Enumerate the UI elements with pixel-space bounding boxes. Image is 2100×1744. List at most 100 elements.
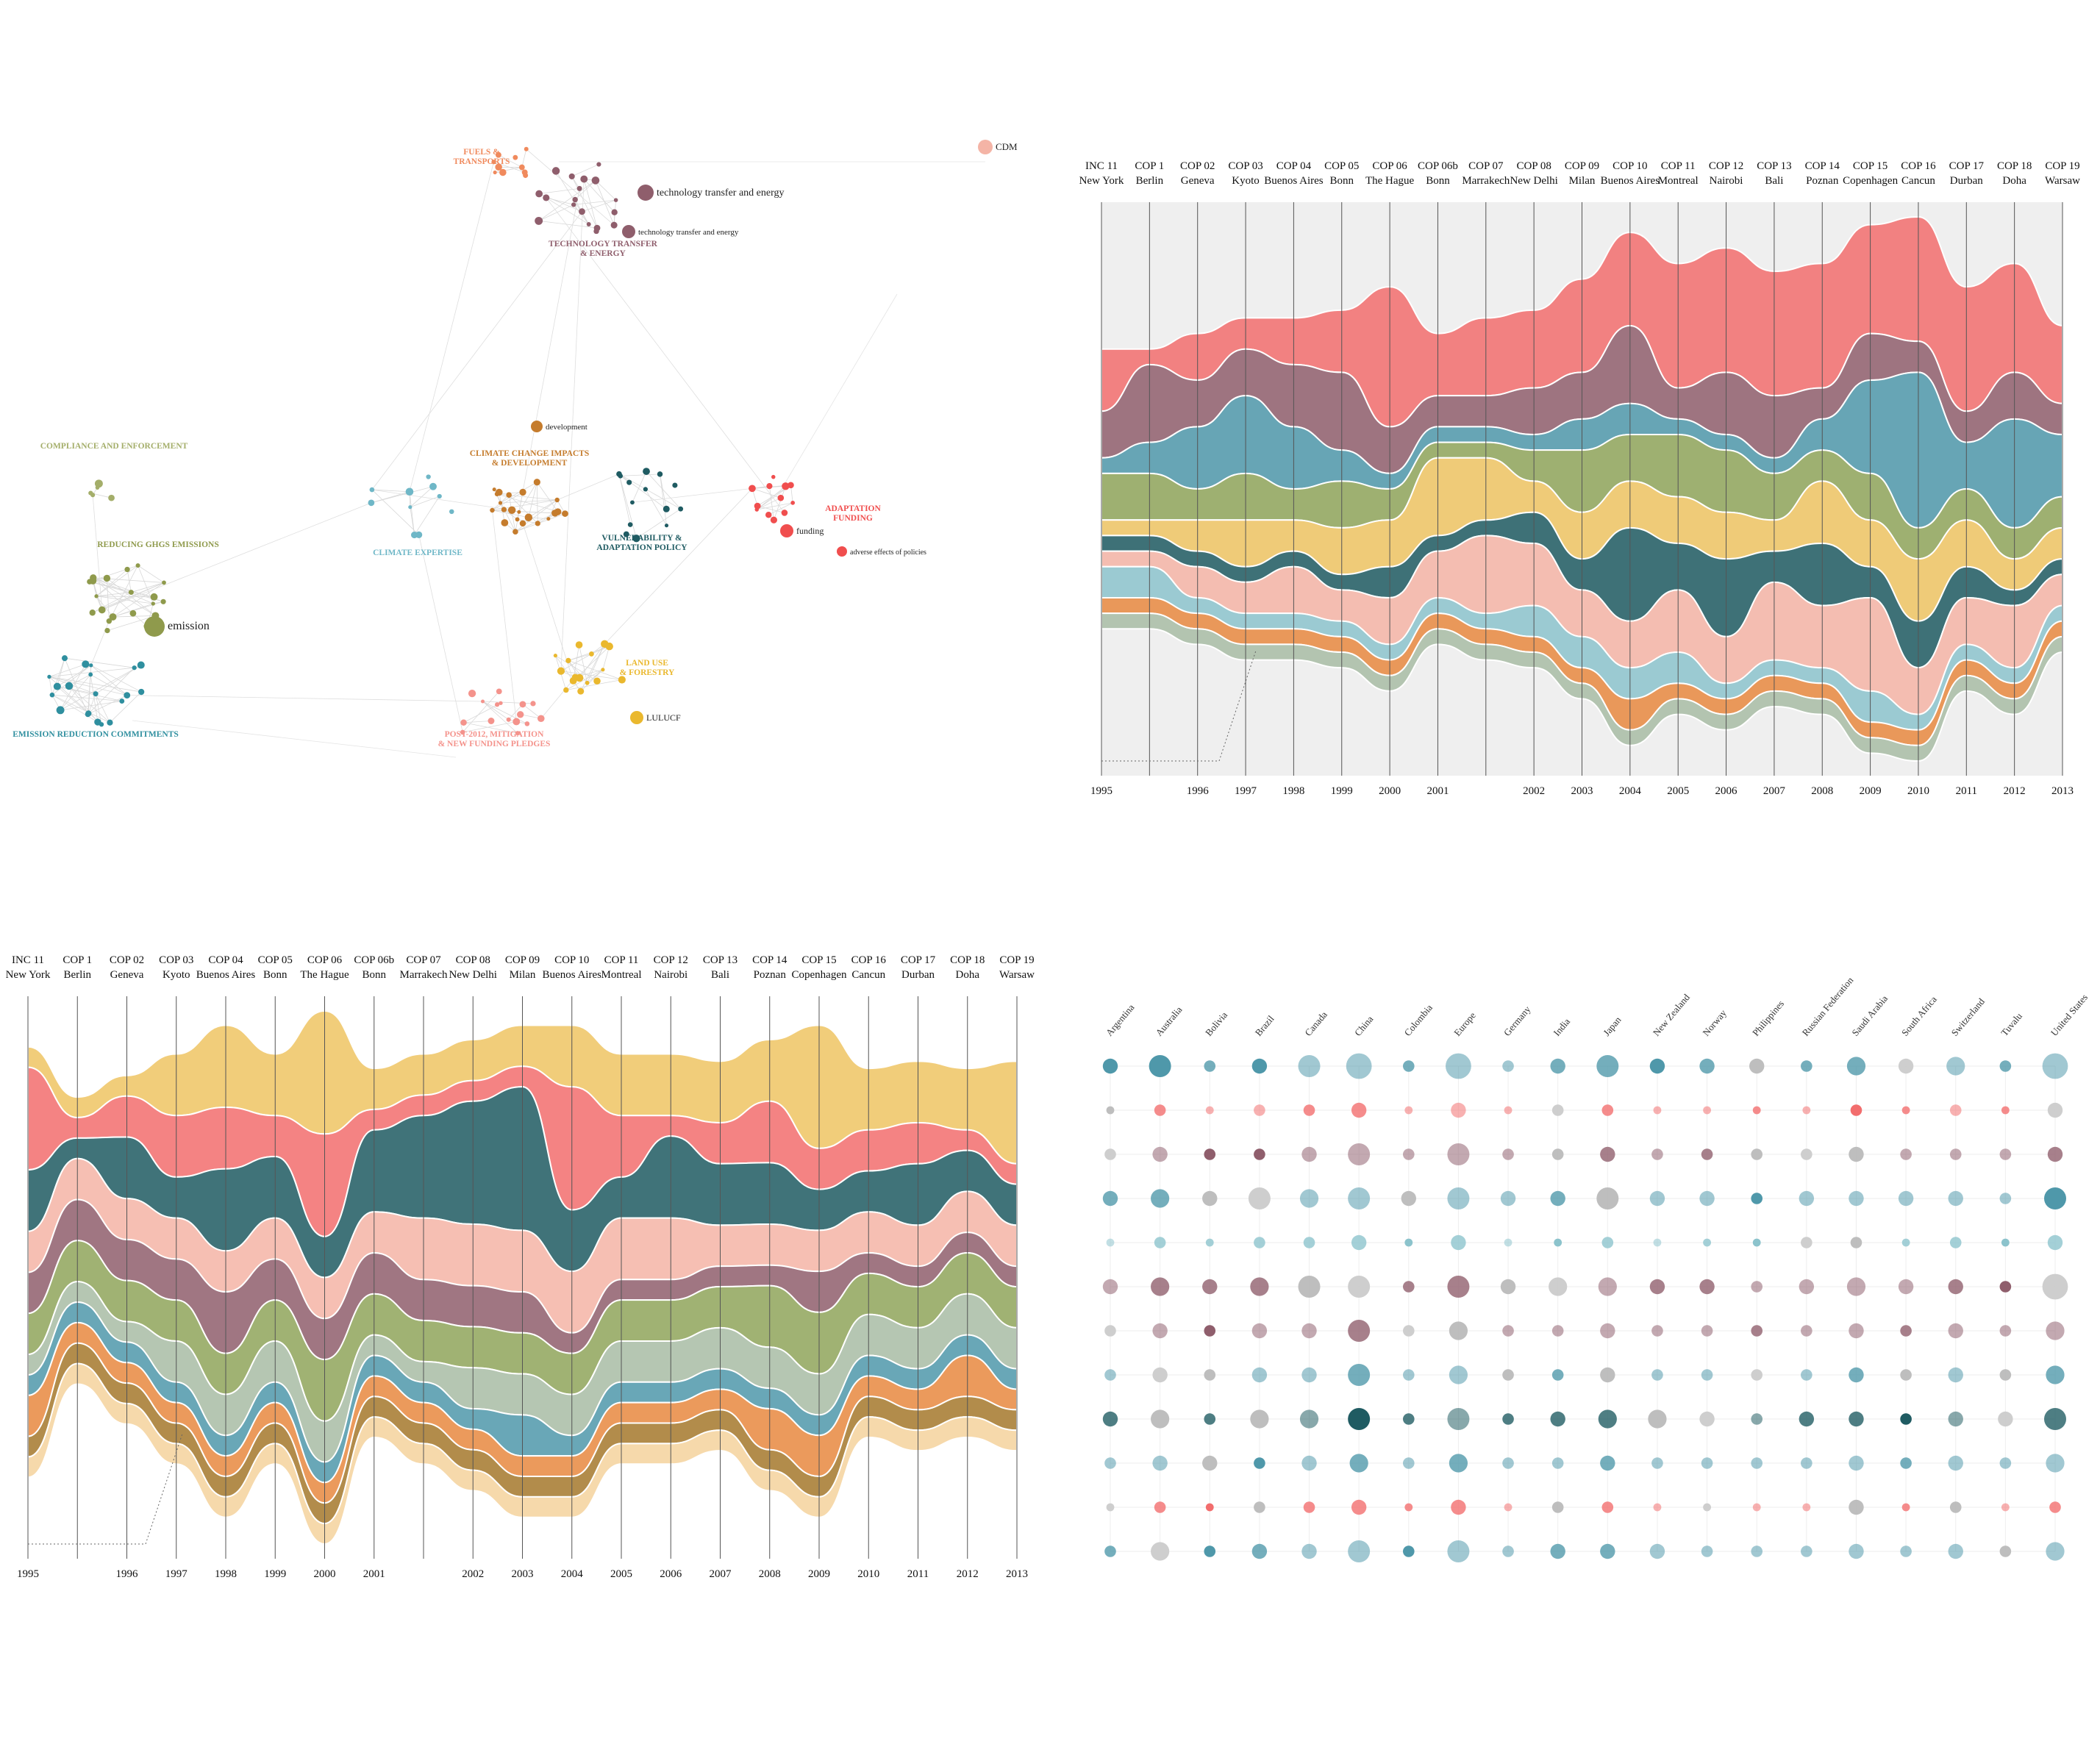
matrix-dot: [1849, 1543, 1864, 1559]
network-edge: [518, 188, 580, 512]
matrix-dot: [1554, 1238, 1562, 1247]
matrix-dot: [1946, 1057, 1965, 1076]
network-node: [512, 529, 518, 535]
network-node: [771, 474, 776, 479]
country-label: Brazil: [1253, 1013, 1276, 1038]
network-edge: [522, 523, 574, 682]
matrix-dot: [1653, 1238, 1662, 1247]
matrix-dot: [1504, 1503, 1512, 1512]
network-cluster-label: REDUCING GHGS EMISSIONS: [97, 540, 219, 549]
network-edge: [636, 508, 681, 539]
network-edge: [51, 694, 122, 701]
matrix-dot: [1251, 1323, 1268, 1339]
network-node: [460, 729, 465, 735]
network-edge: [96, 569, 128, 597]
network-node: [496, 688, 502, 695]
network-edge: [108, 565, 138, 621]
network-node: [657, 471, 663, 477]
matrix-dot: [1402, 1148, 1415, 1160]
network-edge: [57, 658, 65, 687]
network-edge: [571, 176, 598, 229]
network-node: [517, 510, 521, 514]
network-node-major: [978, 140, 993, 154]
matrix-dot: [1948, 1190, 1963, 1207]
network-node: [501, 519, 509, 526]
network-node-major: [837, 546, 847, 557]
matrix-dot: [1106, 1503, 1115, 1512]
matrix-dot: [1999, 1457, 2012, 1469]
matrix-dot: [1447, 1540, 1470, 1562]
country-label: Colombia: [1402, 1002, 1435, 1038]
network-edge: [568, 660, 623, 680]
year-tick-label: 2007: [710, 1568, 732, 1580]
network-node: [554, 508, 562, 515]
network-edge: [568, 646, 610, 661]
country-label: Germany: [1501, 1004, 1533, 1038]
country-label: Argentina: [1104, 1001, 1137, 1037]
network-edge: [371, 489, 419, 535]
country-label: South Africa: [1899, 993, 1939, 1037]
country-label: New Zealand: [1651, 992, 1693, 1038]
matrix-dot: [1402, 1281, 1415, 1293]
matrix-dot: [1402, 1457, 1415, 1469]
network-edge: [89, 581, 154, 598]
matrix-dot: [1898, 1190, 1914, 1207]
session-city-label: Poznan: [754, 969, 787, 981]
network-edge: [49, 676, 53, 696]
network-node: [572, 196, 578, 203]
matrix-dot: [1600, 1146, 1615, 1162]
network-node: [533, 479, 540, 486]
matrix-dot: [1849, 1455, 1864, 1471]
network-node: [575, 641, 583, 648]
network-node-major: [638, 185, 654, 201]
network-node: [495, 163, 502, 171]
country-label: Philippines: [1750, 998, 1786, 1037]
matrix-dot: [1948, 1367, 1963, 1383]
year-tick-label: 1995: [1090, 785, 1112, 797]
matrix-dot: [1949, 1104, 1962, 1116]
matrix-dot: [2046, 1365, 2065, 1384]
matrix-gridlines: [1110, 1065, 2056, 1552]
matrix-dot: [1204, 1369, 1216, 1381]
network-node: [516, 711, 524, 718]
matrix-dot: [1204, 1325, 1216, 1337]
network-cluster-label: CLIMATE CHANGE IMPACTS & DEVELOPMENT: [470, 449, 590, 468]
matrix-dot: [1850, 1104, 1863, 1116]
network-node: [678, 506, 684, 512]
matrix-dot: [2047, 1102, 2063, 1118]
matrix-dot: [1751, 1413, 1763, 1425]
matrix-dot: [1551, 1325, 1564, 1337]
network-node: [530, 701, 536, 707]
matrix-dot: [1799, 1190, 1815, 1207]
network-node: [672, 482, 678, 488]
network-node: [61, 655, 68, 662]
network-node-label: emission: [168, 620, 210, 632]
network-node: [554, 497, 560, 503]
session-name-label: COP 02: [1180, 160, 1215, 172]
network-edge: [579, 643, 605, 679]
network-edge: [96, 596, 113, 618]
session-city-label: Marrakech: [400, 969, 448, 981]
year-tick-label: 2004: [1619, 785, 1642, 797]
year-tick-label: 2003: [1571, 785, 1593, 797]
session-name-label: COP 06b: [354, 954, 394, 966]
year-tick-label: 2010: [1907, 785, 1929, 797]
matrix-dot: [1151, 1542, 1170, 1561]
matrix-dot: [1701, 1545, 1713, 1557]
network-cluster-label: FUELS & TRANSPORTS: [454, 148, 510, 166]
network-edge: [463, 721, 491, 723]
matrix-dot: [1846, 1057, 1866, 1076]
matrix-dot: [1447, 1276, 1470, 1298]
matrix-dot: [1699, 1279, 1715, 1295]
matrix-dot: [1600, 1455, 1615, 1471]
network-cluster-label: POST-2012, MITIGATION & NEW FUNDING PLEDG…: [438, 730, 551, 748]
network-edge: [604, 488, 753, 645]
network-node: [507, 506, 516, 514]
network-edge: [751, 487, 781, 498]
network-edge: [595, 180, 616, 201]
matrix-dot: [1348, 1187, 1371, 1209]
matrix-dot: [1550, 1190, 1565, 1207]
network-edge: [131, 582, 165, 593]
session-name-label: COP 19: [999, 954, 1034, 966]
session-name-label: COP 1: [63, 954, 92, 966]
